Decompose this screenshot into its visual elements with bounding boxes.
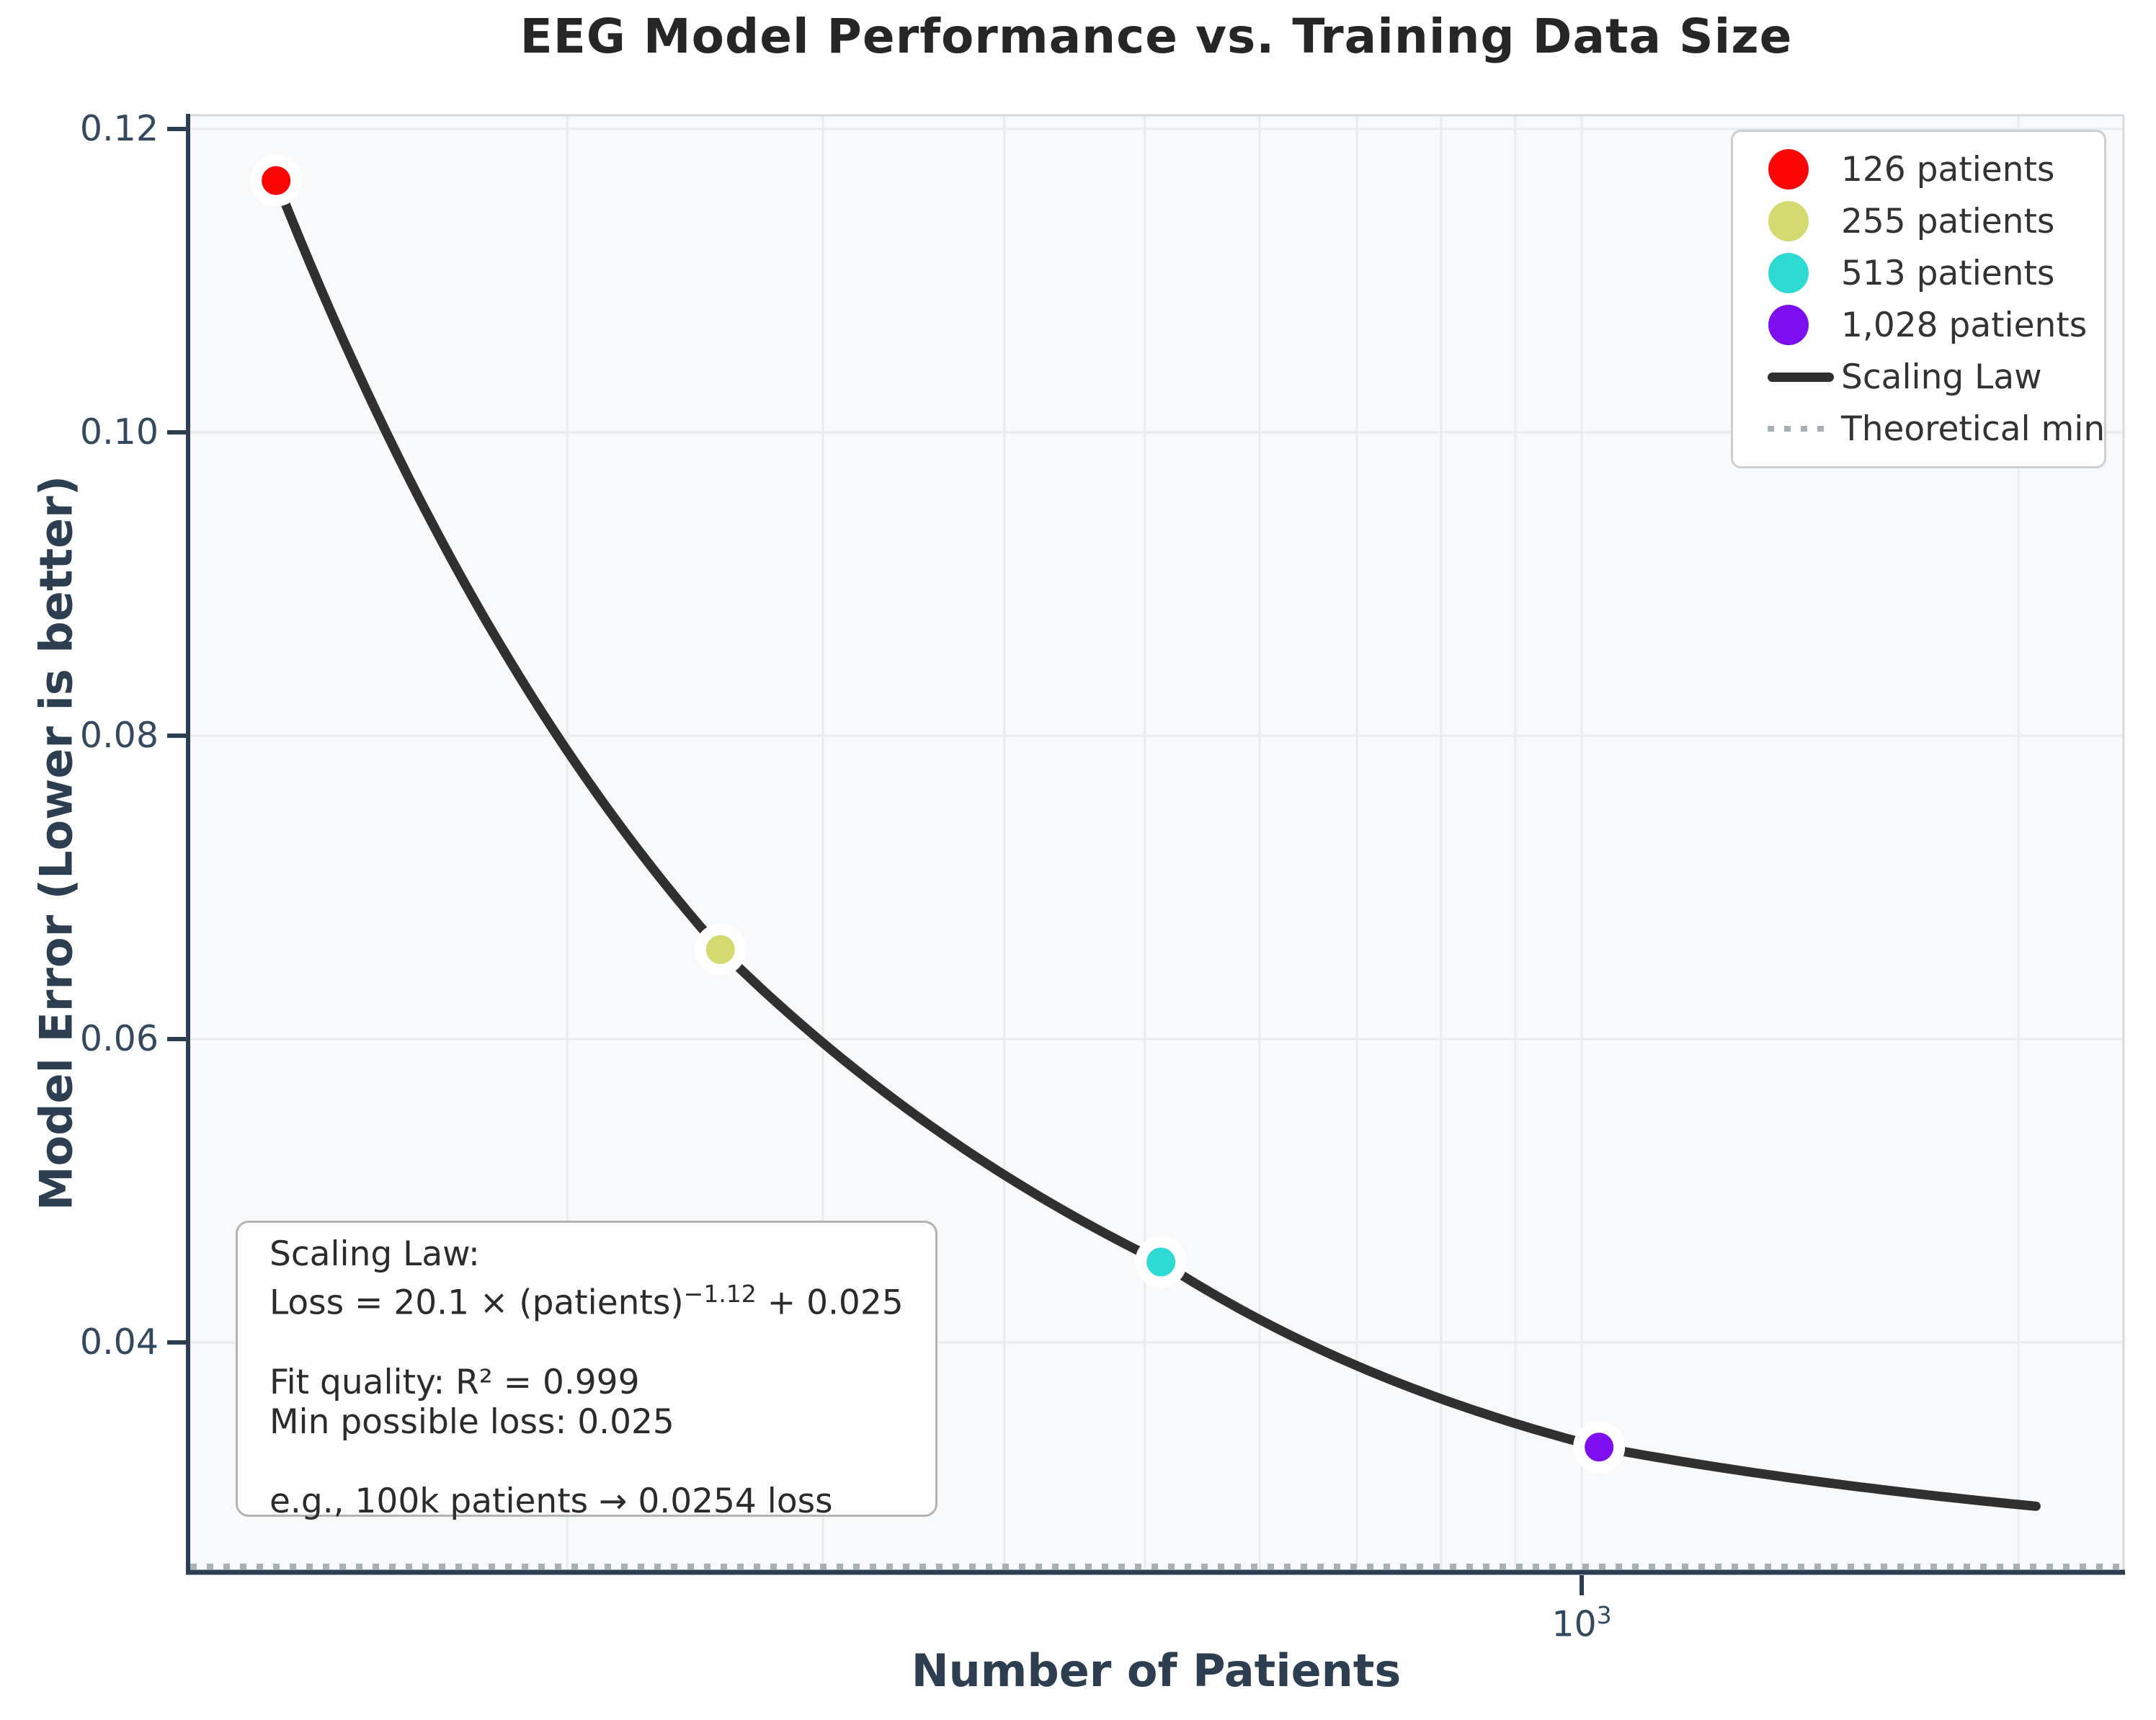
legend-label: 513 patients	[1841, 253, 2055, 293]
y-axis-label: Model Error (Lower is better)	[30, 475, 83, 1211]
legend-marker	[1768, 201, 1809, 241]
legend-item: Theoretical min	[1768, 403, 2106, 455]
annotation-heading: Scaling Law:	[270, 1234, 480, 1274]
y-tick-label: 0.04	[79, 1322, 159, 1363]
page-title: EEG Model Performance vs. Training Data …	[520, 9, 1793, 64]
legend-item: 126 patients	[1768, 143, 2104, 195]
legend-item: 1,028 patients	[1768, 299, 2104, 351]
x-axis-label: Number of Patients	[911, 1644, 1402, 1697]
legend-dot-marker	[1768, 201, 1809, 241]
legend-label: 255 patients	[1841, 201, 2055, 241]
legend-dotted-marker	[1768, 426, 1834, 432]
legend-dot-marker	[1768, 253, 1809, 293]
legend-label: Scaling Law	[1841, 357, 2042, 397]
x-tick-label: 103	[1502, 1601, 1661, 1644]
data-point	[694, 923, 747, 976]
legend-item: 255 patients	[1768, 195, 2104, 247]
annotation-box: Scaling Law: Loss = 20.1 × (patients)−1.…	[236, 1221, 937, 1521]
y-tick-label: 0.12	[79, 108, 159, 149]
legend-dot-marker	[1768, 149, 1809, 190]
annotation-fit-quality: Fit quality: R² = 0.999	[270, 1362, 640, 1402]
data-point	[1135, 1236, 1188, 1288]
annotation-spacer	[270, 1323, 935, 1363]
legend-marker	[1768, 149, 1809, 190]
legend-label: 1,028 patients	[1841, 305, 2088, 345]
legend: 126 patients 255 patients 513 patients 1,02…	[1731, 130, 2106, 468]
annotation-spacer	[270, 1442, 935, 1481]
legend-item: 513 patients	[1768, 247, 2104, 299]
data-point	[250, 154, 303, 207]
legend-dot-marker	[1768, 305, 1809, 345]
legend-marker	[1768, 253, 1809, 293]
data-point	[1573, 1421, 1626, 1474]
legend-item: Scaling Law	[1768, 351, 2104, 403]
annotation-example: e.g., 100k patients → 0.0254 loss	[270, 1481, 833, 1521]
x-tick-exponent: 3	[1596, 1601, 1612, 1629]
legend-marker	[1768, 372, 1834, 382]
y-tick-label: 0.10	[79, 411, 159, 453]
x-tick-base: 10	[1551, 1603, 1597, 1645]
annotation-formula: Loss = 20.1 × (patients)−1.12 + 0.025	[270, 1280, 904, 1323]
y-tick-label: 0.06	[79, 1018, 159, 1059]
annotation-min-loss: Min possible loss: 0.025	[270, 1402, 674, 1442]
legend-marker	[1768, 305, 1809, 345]
legend-line-marker	[1768, 372, 1834, 382]
legend-marker	[1768, 426, 1834, 432]
legend-label: Theoretical min	[1841, 409, 2106, 449]
legend-label: 126 patients	[1841, 149, 2055, 190]
y-tick-label: 0.08	[79, 715, 159, 756]
